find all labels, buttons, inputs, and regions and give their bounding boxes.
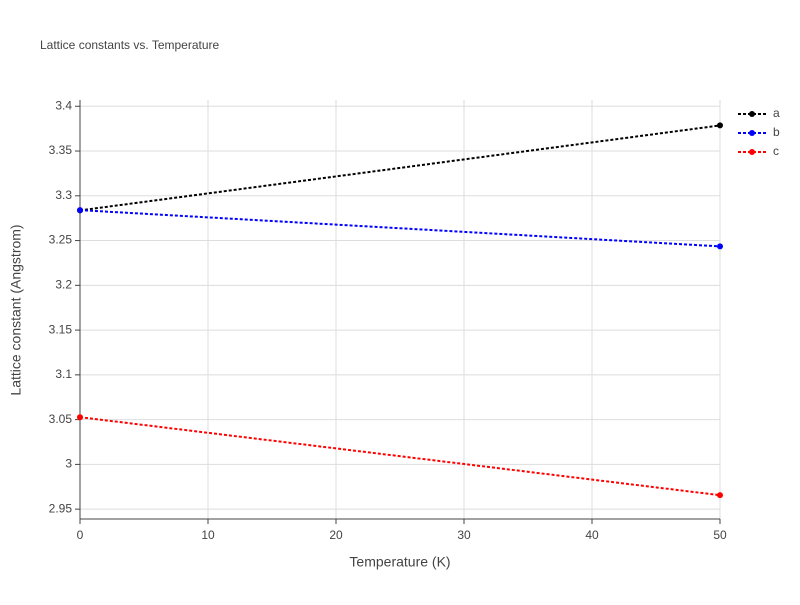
y-tick-label: 2.95 <box>49 501 73 515</box>
series-line <box>79 416 721 497</box>
chart-title: Lattice constants vs. Temperature <box>40 38 220 52</box>
x-tick-label: 30 <box>457 528 471 542</box>
point <box>717 492 723 499</box>
series-line <box>79 124 721 212</box>
y-tick-label: 3.2 <box>55 277 72 291</box>
y-tick-label: 3.25 <box>49 233 73 247</box>
legend-label: b <box>773 125 780 139</box>
point <box>77 207 83 214</box>
legend-label: a <box>773 106 780 120</box>
y-tick-label: 3.35 <box>49 143 73 157</box>
legend-label: c <box>773 144 779 158</box>
y-tick-label: 3.15 <box>49 322 73 336</box>
x-axis-label: Temperature (K) <box>349 554 450 570</box>
x-tick-label: 50 <box>713 528 727 542</box>
legend-marker <box>749 149 755 155</box>
x-tick-label: 20 <box>329 528 343 542</box>
point <box>717 243 723 250</box>
legend-marker <box>749 111 755 117</box>
y-tick-label: 3.05 <box>49 412 73 426</box>
point <box>717 122 723 129</box>
x-tick-label: 0 <box>77 528 84 542</box>
y-axis-label: Lattice constant (Angstrom) <box>8 224 24 395</box>
y-tick-label: 3.4 <box>55 98 72 112</box>
y-tick-label: 3 <box>65 457 72 471</box>
legend-marker <box>749 130 755 136</box>
x-tick-label: 40 <box>585 528 599 542</box>
y-tick-label: 3.1 <box>55 367 72 381</box>
x-tick-label: 10 <box>201 528 215 542</box>
series-line <box>79 209 721 248</box>
y-tick-label: 3.3 <box>55 188 72 202</box>
point <box>77 414 83 421</box>
